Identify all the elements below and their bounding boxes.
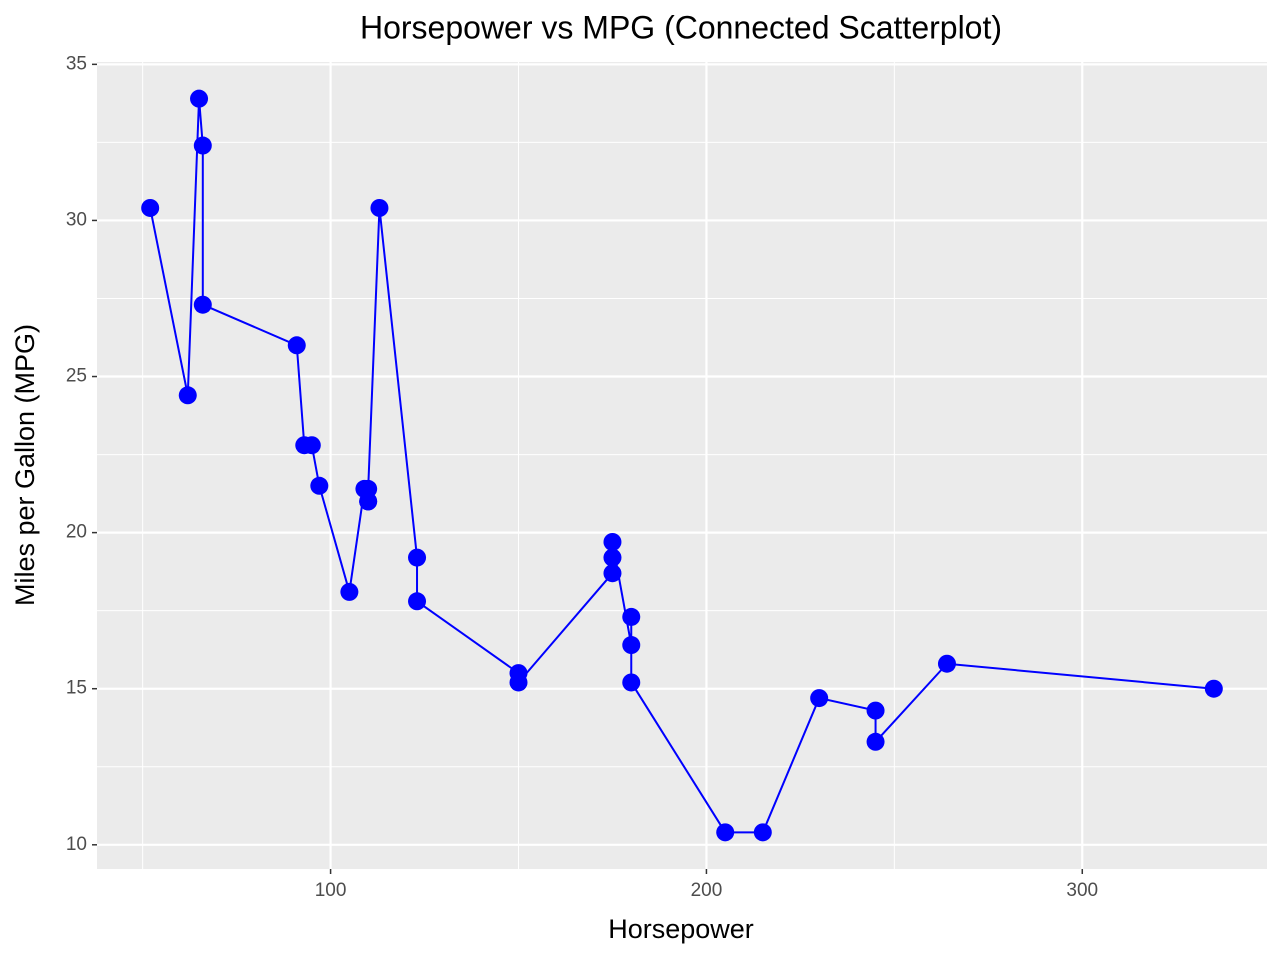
- point: [603, 564, 622, 583]
- point: [810, 689, 829, 708]
- point: [622, 636, 641, 655]
- point: [408, 592, 427, 611]
- point: [753, 823, 772, 842]
- point: [937, 654, 956, 673]
- point: [193, 136, 212, 155]
- point: [359, 492, 378, 511]
- point: [603, 532, 622, 551]
- point: [340, 582, 359, 601]
- chart-title: Horsepower vs MPG (Connected Scatterplot…: [360, 9, 1002, 45]
- point: [370, 198, 389, 217]
- point: [193, 295, 212, 314]
- x-tick-label: 300: [1066, 880, 1098, 901]
- point: [408, 548, 427, 567]
- y-tick-label: 10: [66, 834, 87, 855]
- point: [603, 548, 622, 567]
- y-tick-label: 25: [66, 366, 87, 387]
- y-tick-label: 30: [66, 209, 87, 230]
- y-tick-label: 35: [66, 53, 87, 74]
- point: [178, 386, 197, 405]
- x-tick-label: 200: [691, 880, 723, 901]
- x-axis-label: Horsepower: [608, 914, 754, 944]
- point: [359, 479, 378, 498]
- y-tick-label: 15: [66, 678, 87, 699]
- point: [622, 673, 641, 692]
- plot-panel: [97, 62, 1267, 869]
- y-tick-label: 20: [66, 522, 87, 543]
- point: [509, 673, 528, 692]
- point: [190, 89, 209, 108]
- y-axis-label: Miles per Gallon (MPG): [10, 324, 40, 606]
- x-tick-label: 100: [315, 880, 347, 901]
- point: [310, 476, 329, 495]
- point: [1204, 679, 1223, 698]
- point: [287, 336, 306, 355]
- point: [622, 607, 641, 626]
- point: [141, 198, 160, 217]
- point: [716, 823, 735, 842]
- point: [302, 436, 321, 455]
- point: [866, 732, 885, 751]
- point: [866, 701, 885, 720]
